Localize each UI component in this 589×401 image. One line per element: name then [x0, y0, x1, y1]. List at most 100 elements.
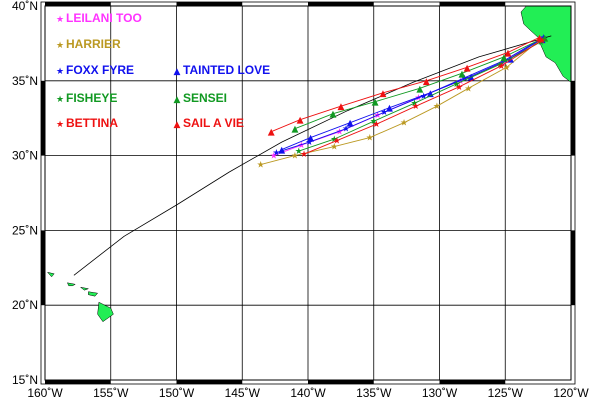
track-bettina: ★★★★★★★: [300, 36, 546, 160]
track-point: ★: [410, 99, 418, 109]
track-point: ★: [464, 84, 472, 94]
legend-entry: ★ LEILANI TOO: [56, 11, 142, 25]
track-point: ★: [535, 36, 543, 46]
track-point: ▲: [500, 53, 507, 63]
x-tick-label: 120˚W: [553, 386, 589, 400]
legend-label: TAINTED LOVE: [183, 63, 270, 77]
boat-tracks: ★★★★★★★★★★★★★★★★★★★★★★★★★▲▲▲▲▲▲▲▲★★★★★★★…: [257, 33, 549, 170]
track-point: ★: [499, 59, 507, 69]
frame-bar-bottom: [439, 380, 506, 384]
track-point: ★: [412, 102, 420, 112]
x-tick-label: 140˚W: [290, 386, 326, 400]
y-tick-label: 15˚N: [12, 373, 38, 387]
legend: ★ LEILANI TOO★ HARRIER★ FOXX FYRE ▲ TAINTED L…: [56, 11, 270, 130]
track-point: ▲: [458, 69, 465, 79]
track-point: ▲: [307, 134, 314, 144]
y-axis-ticks: 40˚N 35˚N 30˚N 25˚N 20˚N 15˚N: [12, 0, 38, 387]
x-tick-label: 130˚W: [422, 386, 458, 400]
track-point: ▲: [416, 84, 423, 94]
track-point: ▲: [536, 33, 543, 43]
track-point: ★: [333, 137, 341, 147]
track-line: [303, 40, 543, 155]
track-point: ★: [297, 141, 305, 151]
hawaii-island: [66, 282, 76, 287]
hawaii-island: [46, 271, 55, 278]
track-line: [276, 37, 544, 154]
track-point: ★: [295, 147, 303, 157]
frame-bar-top: [308, 2, 374, 6]
x-tick-label: 135˚W: [356, 386, 392, 400]
x-axis-ticks: 160˚W 155˚W 150˚W 145˚W 140˚W 135˚W 130˚W 125˚W…: [27, 386, 589, 400]
track-point: ★: [366, 134, 374, 144]
track-point: ★: [455, 83, 463, 93]
frame-bar-bottom: [176, 380, 243, 384]
track-point: ★: [257, 161, 265, 171]
legend-entry: ▲ TAINTED LOVE: [174, 63, 271, 77]
frame-bar-right: [571, 230, 575, 306]
track-point: ★: [336, 128, 344, 138]
track-point: ★: [372, 120, 380, 130]
land-masses: [46, 5, 572, 323]
y-tick-label: 35˚N: [12, 74, 38, 88]
hawaii-island: [97, 301, 114, 323]
track-point: ▲: [268, 128, 275, 138]
track-point: ★: [370, 117, 378, 127]
frame-bar-bottom: [308, 380, 374, 384]
track-point: ★: [330, 135, 338, 145]
track-point: ▲: [278, 146, 285, 156]
track-point: ★: [496, 60, 504, 70]
x-tick-label: 150˚W: [159, 386, 195, 400]
y-tick-label: 25˚N: [12, 223, 38, 237]
track-point: ★: [420, 92, 428, 102]
track-point: ★: [342, 125, 350, 135]
triangle-marker-icon: ▲: [174, 67, 181, 77]
star-marker-icon: ★: [56, 41, 64, 51]
frame-bar-right: [571, 80, 575, 156]
hawaii-island: [80, 286, 90, 291]
triangle-marker-icon: ▲: [174, 95, 181, 105]
track-point: ▲: [291, 125, 298, 135]
triangle-marker-icon: ▲: [174, 120, 181, 130]
legend-entry: ★ HARRIER: [56, 37, 121, 51]
track-fisheye: ★★★★★★★: [295, 38, 545, 157]
frame-bar-bottom: [45, 380, 111, 384]
legend-label: FOXX FYRE: [66, 63, 134, 77]
track-point: ▲: [423, 77, 430, 87]
track-line: [294, 36, 545, 130]
track-point: ▲: [539, 35, 546, 45]
frame-bar-top: [45, 2, 111, 6]
track-point: ▲: [386, 104, 393, 114]
x-tick-label: 155˚W: [93, 386, 129, 400]
star-marker-icon: ★: [56, 95, 64, 105]
track-point: ▲: [380, 89, 387, 99]
track-point: ▲: [372, 98, 379, 108]
star-marker-icon: ★: [56, 15, 64, 25]
track-point: ★: [433, 102, 441, 112]
track-point: ▲: [464, 63, 471, 73]
track-point: ★: [300, 150, 308, 160]
track-point: ★: [272, 149, 280, 159]
legend-entry: ★ FISHEYE: [56, 91, 117, 105]
track-point: ★: [270, 152, 278, 162]
track-point: ★: [400, 119, 408, 129]
track-point: ▲: [347, 119, 354, 129]
track-point: ★: [380, 108, 388, 118]
track-point: ▲: [427, 89, 434, 99]
track-point: ★: [537, 38, 545, 48]
frame-bar-top: [439, 2, 506, 6]
hawaii-island: [88, 291, 99, 297]
track-line: [281, 38, 543, 151]
track-point: ★: [503, 63, 511, 73]
legend-entry: ▲ SENSEI: [174, 91, 227, 105]
track-point: ▲: [330, 110, 337, 120]
track-point: ▲: [507, 54, 514, 64]
graticule: [45, 6, 571, 380]
legend-entry: ★ FOXX FYRE: [56, 63, 134, 77]
x-tick-label: 160˚W: [27, 386, 63, 400]
track-point: ▲: [541, 33, 548, 43]
y-tick-label: 30˚N: [12, 149, 38, 163]
frame-bar-left: [41, 230, 45, 306]
legend-label: HARRIER: [66, 37, 121, 51]
frame-bar-left: [41, 80, 45, 156]
